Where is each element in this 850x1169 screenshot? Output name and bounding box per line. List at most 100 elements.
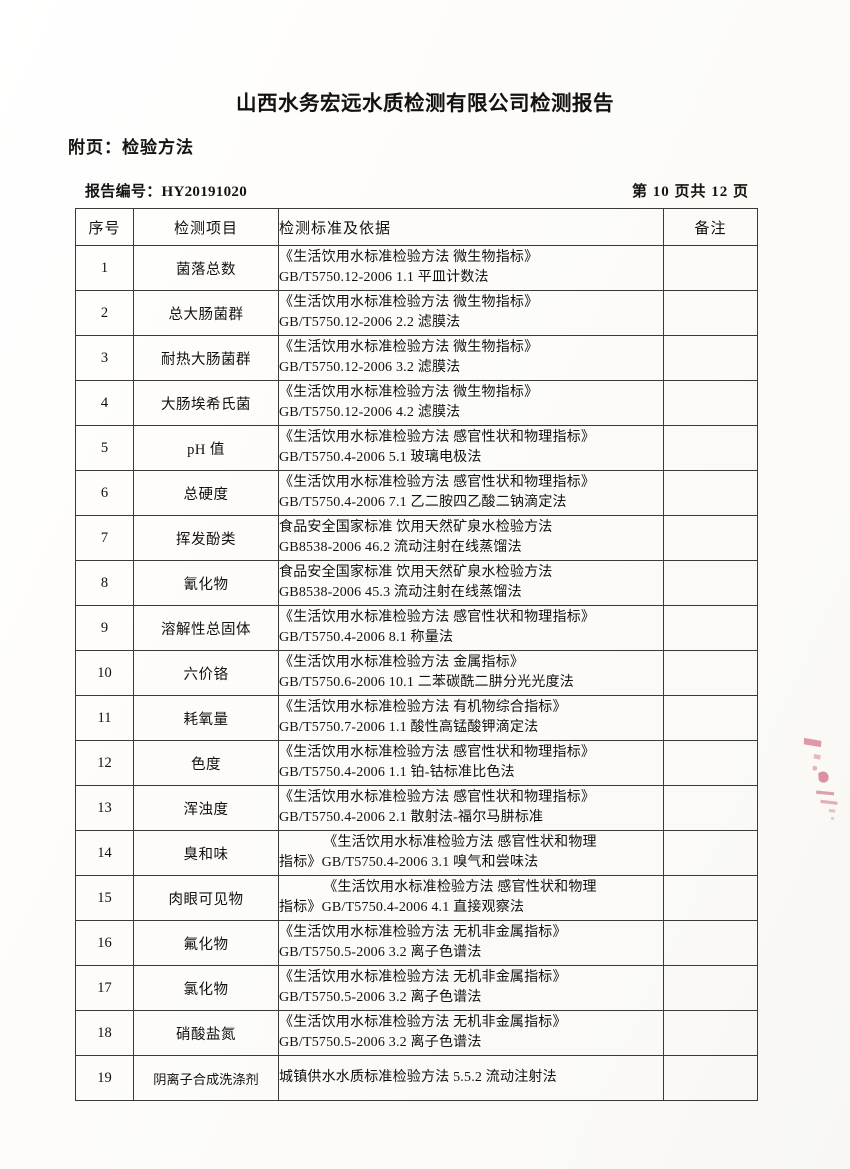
table-row: 18 硝酸盐氮 《生活饮用水标准检验方法 无机非金属指标》 GB/T5750.5-20… [75, 1010, 758, 1056]
table-body: 1 菌落总数 《生活饮用水标准检验方法 微生物指标》 GB/T5750.12-2006… [75, 245, 758, 1101]
page-title: 山西水务宏远水质检测有限公司检测报告 [236, 91, 614, 115]
standard-line-1: 《生活饮用水标准检验方法 感官性状和物理指标》 [279, 744, 596, 760]
standard-line-2: GB/T5750.4-2006 1.1 铂-钴标准比色法 [279, 765, 515, 780]
cell-note [663, 830, 758, 876]
standard-line-2: GB/T5750.5-2006 3.2 离子色谱法 [279, 945, 482, 960]
table-row: 6 总硬度 《生活饮用水标准检验方法 感官性状和物理指标》 GB/T5750.4-20… [75, 470, 758, 516]
cell-note [663, 1010, 758, 1056]
cell-no: 8 [75, 560, 134, 606]
cell-no: 3 [75, 335, 134, 381]
cell-no: 19 [75, 1055, 134, 1101]
table-row: 10 六价铬 《生活饮用水标准检验方法 金属指标》 GB/T5750.6-2006 1… [75, 650, 758, 696]
cell-item: 氰化物 [133, 560, 279, 606]
cell-note [663, 965, 758, 1011]
cell-standard: 《生活饮用水标准检验方法 感官性状和物理指标》 GB/T5750.4-2006 7… [278, 470, 664, 516]
cell-note [663, 650, 758, 696]
standard-line-2: GB/T5750.12-2006 2.2 滤膜法 [279, 315, 461, 330]
standard-line-1: 《生活饮用水标准检验方法 有机物综合指标》 [279, 699, 567, 715]
standard-line-2: 指标》GB/T5750.4-2006 4.1 直接观察法 [279, 900, 525, 915]
standard-line-1: 《生活饮用水标准检验方法 感官性状和物理指标》 [279, 474, 596, 490]
appendix-subtitle: 附页：检验方法 [68, 138, 194, 158]
cell-no: 9 [75, 605, 134, 651]
cell-note [663, 515, 758, 561]
cell-standard: 《生活饮用水标准检验方法 感官性状和物理指标》 GB/T5750.4-2006 1… [278, 740, 664, 786]
table-row: 5 pH 值《生活饮用水标准检验方法 感官性状和物理指标》 GB/T5750.4-2… [75, 425, 758, 471]
cell-item: 总硬度 [133, 470, 279, 516]
cell-note [663, 605, 758, 651]
standard-line-1: 《生活饮用水标准检验方法 无机非金属指标》 [279, 1014, 567, 1030]
cell-standard: 《生活饮用水标准检验方法 微生物指标》 GB/T5750.12-2006 1.1 … [278, 245, 664, 291]
table-row: 12 色度 《生活饮用水标准检验方法 感官性状和物理指标》 GB/T5750.4-20… [75, 740, 758, 786]
standard-line-1: 食品安全国家标准 饮用天然矿泉水检验方法 [279, 519, 553, 535]
cell-item: 浑浊度 [133, 785, 279, 831]
column-header-standard: 检测标准及依据 [278, 208, 664, 246]
standard-line-2: GB/T5750.5-2006 3.2 离子色谱法 [279, 990, 482, 1005]
cell-standard: 《生活饮用水标准检验方法 微生物指标》 GB/T5750.12-2006 3.2 … [278, 335, 664, 381]
column-header-note: 备注 [663, 208, 758, 246]
cell-item: 硝酸盐氮 [133, 1010, 279, 1056]
cell-note [663, 785, 758, 831]
standard-line-2: GB/T5750.4-2006 8.1 称量法 [279, 630, 454, 645]
cell-note [663, 470, 758, 516]
cell-note [663, 560, 758, 606]
cell-item: 菌落总数 [133, 245, 279, 291]
cell-no: 11 [75, 695, 134, 741]
standard-line-1: 《生活饮用水标准检验方法 感官性状和物理 [323, 879, 597, 895]
table-row: 9 溶解性总固体 《生活饮用水标准检验方法 感官性状和物理指标》 GB/T5750.4… [75, 605, 758, 651]
cell-no: 5 [75, 425, 134, 471]
standard-line-1: 《生活饮用水标准检验方法 无机非金属指标》 [279, 969, 567, 985]
cell-item: 耐热大肠菌群 [133, 335, 279, 381]
cell-no: 13 [75, 785, 134, 831]
table-row: 13 浑浊度 《生活饮用水标准检验方法 感官性状和物理指标》 GB/T5750.4-2… [75, 785, 758, 831]
cell-standard: 《生活饮用水标准检验方法 微生物指标》 GB/T5750.12-2006 4.2 … [278, 380, 664, 426]
cell-no: 7 [75, 515, 134, 561]
cell-no: 1 [75, 245, 134, 291]
cell-standard: 《生活饮用水标准检验方法 感官性状和物理指标》GB/T5750.4-2006 4… [278, 875, 664, 921]
table-row: 15 肉眼可见物 《生活饮用水标准检验方法 感官性状和物理 指标》GB/T5750.4… [75, 875, 758, 921]
standard-line-1: 《生活饮用水标准检验方法 微生物指标》 [279, 384, 539, 400]
cell-no: 17 [75, 965, 134, 1011]
standard-line-2: GB8538-2006 46.2 流动注射在线蒸馏法 [279, 540, 522, 555]
cell-standard: 《生活饮用水标准检验方法 微生物指标》 GB/T5750.12-2006 2.2 … [278, 290, 664, 336]
standard-line-1: 《生活饮用水标准检验方法 感官性状和物理指标》 [279, 789, 596, 805]
table-row: 11 耗氧量 《生活饮用水标准检验方法 有机物综合指标》 GB/T5750.7-200… [75, 695, 758, 741]
cell-no: 10 [75, 650, 134, 696]
standard-line-1: 《生活饮用水标准检验方法 感官性状和物理指标》 [279, 609, 596, 625]
standard-line-2: GB/T5750.4-2006 7.1 乙二胺四乙酸二钠滴定法 [279, 495, 567, 510]
standard-line-2: GB/T5750.6-2006 10.1 二苯碳酰二肼分光光度法 [279, 675, 574, 690]
cell-no: 4 [75, 380, 134, 426]
cell-note [663, 425, 758, 471]
standard-line-1: 《生活饮用水标准检验方法 感官性状和物理 [323, 834, 597, 850]
cell-item: 氯化物 [133, 965, 279, 1011]
column-header-no: 序号 [75, 208, 134, 246]
cell-note [663, 695, 758, 741]
table-row: 8 氰化物 食品安全国家标准 饮用天然矿泉水检验方法 GB8538-2006 45.3… [75, 560, 758, 606]
cell-item: 色度 [133, 740, 279, 786]
cell-item: 耗氧量 [133, 695, 279, 741]
table-row: 3 耐热大肠菌群 《生活饮用水标准检验方法 微生物指标》 GB/T5750.12-20… [75, 335, 758, 381]
standard-line-1: 《生活饮用水标准检验方法 微生物指标》 [279, 339, 539, 355]
cell-note [663, 335, 758, 381]
cell-item: 大肠埃希氏菌 [133, 380, 279, 426]
standard-line-1: 《生活饮用水标准检验方法 无机非金属指标》 [279, 924, 567, 940]
cell-no: 6 [75, 470, 134, 516]
cell-standard: 《生活饮用水标准检验方法 感官性状和物理 指标》GB/T5750.4-2006 3… [278, 830, 664, 876]
table-row: 2 总大肠菌群 《生活饮用水标准检验方法 微生物指标》 GB/T5750.12-200… [75, 290, 758, 336]
table-row: 7 挥发酚类 食品安全国家标准 饮用天然矿泉水检验方法 GB8538-2006 46.… [75, 515, 758, 561]
table-header-row: 序号 检测项目 检测标准及依据 备注 [75, 208, 758, 246]
cell-item: pH 值 [133, 425, 279, 471]
cell-standard: 城镇供水水质标准检验方法 5.5.2 流动注射法 [278, 1055, 664, 1101]
cell-item: 六价铬 [133, 650, 279, 696]
standard-line-2: GB/T5750.5-2006 3.2 离子色谱法 [279, 1035, 482, 1050]
standard-line-2: GB/T5750.4-2006 5.1 玻璃电极法 [279, 450, 482, 465]
column-header-item: 检测项目 [133, 208, 279, 246]
standard-line-2: GB/T5750.12-2006 1.1 平皿计数法 [279, 270, 489, 285]
table-row: 17 氯化物 《生活饮用水标准检验方法 无机非金属指标》 GB/T5750.5-200… [75, 965, 758, 1011]
cell-standard: 《生活饮用水标准检验方法 有机物综合指标》 GB/T5750.7-2006 1.1… [278, 695, 664, 741]
standard-line-2: GB8538-2006 45.3 流动注射在线蒸馏法 [279, 585, 522, 600]
standard-line-2: GB/T5750.7-2006 1.1 酸性高锰酸钾滴定法 [279, 720, 539, 735]
page-number: 第 10 页共 12 页 [631, 184, 749, 200]
cell-no: 16 [75, 920, 134, 966]
cell-no: 14 [75, 830, 134, 876]
table-row: 16 氟化物 《生活饮用水标准检验方法 无机非金属指标》 GB/T5750.5-200… [75, 920, 758, 966]
